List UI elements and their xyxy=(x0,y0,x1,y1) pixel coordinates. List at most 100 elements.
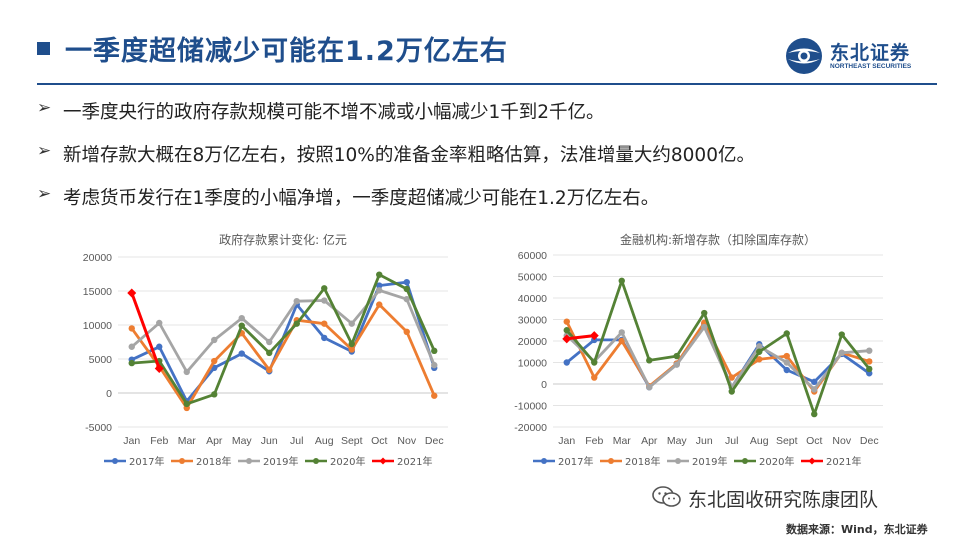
y-tick-label: 10000 xyxy=(83,320,112,332)
y-tick-label: -5000 xyxy=(85,422,112,434)
series-marker xyxy=(673,361,680,368)
y-tick-label: 10000 xyxy=(518,358,547,370)
legend-label: 2020年 xyxy=(759,455,794,468)
government-deposit-chart-svg: 政府存款累计变化: 亿元 -5000 0 5000 10000 15000 20000 Jan… xyxy=(83,232,448,468)
x-tick-label: Sept xyxy=(341,435,363,447)
y-tick-label: 40000 xyxy=(518,293,547,305)
series-marker xyxy=(728,388,735,395)
series-marker xyxy=(128,359,135,367)
y-tick-label: 0 xyxy=(106,388,112,400)
series-marker xyxy=(127,288,137,298)
series-marker xyxy=(618,337,625,345)
x-tick-label: Jul xyxy=(290,435,303,447)
legend-label: 2018年 xyxy=(625,455,660,468)
series-marker xyxy=(591,359,598,366)
series-marker xyxy=(321,320,328,327)
series-marker xyxy=(156,319,163,327)
series-marker xyxy=(838,331,845,338)
series-marker xyxy=(431,347,438,355)
series-marker xyxy=(701,323,708,331)
series-marker xyxy=(563,359,570,366)
series-line xyxy=(565,279,871,416)
arrow-bullet-icon: ➢ xyxy=(37,184,52,204)
legend-label: 2021年 xyxy=(826,455,861,468)
legend-marker xyxy=(246,458,252,464)
x-tick-label: May xyxy=(667,435,688,447)
y-tick-label: 15000 xyxy=(83,286,112,298)
legend-label: 2019年 xyxy=(692,455,727,468)
watermark-text: 东北固收研究陈康团队 xyxy=(688,489,879,511)
bullet-item: ➢ 考虑货币发行在1季度的小幅净增，一季度超储减少可能在1.2万亿左右。 xyxy=(37,184,937,227)
series-marker xyxy=(266,366,273,374)
bullet-item: ➢ 新增存款大概在8万亿左右，按照10%的准备金率粗略估算，法准增量大约8000… xyxy=(37,141,937,184)
arrow-bullet-icon: ➢ xyxy=(37,98,52,118)
bullet-text: 考虑货币发行在1季度的小幅净增，一季度超储减少可能在1.2万亿左右。 xyxy=(63,188,660,209)
chart-title: 金融机构:新增存款（扣除国库存款） xyxy=(620,232,816,247)
series-marker xyxy=(376,301,383,308)
x-tick-label: Aug xyxy=(750,435,769,447)
series-marker xyxy=(866,358,873,365)
y-tick-label: 50000 xyxy=(518,272,547,284)
legend-label: 2021年 xyxy=(397,455,432,468)
legend-marker xyxy=(808,457,816,465)
series-line xyxy=(130,288,436,374)
series-marker xyxy=(756,343,763,350)
x-tick-label: Jan xyxy=(558,435,575,447)
bullet-list: ➢ 一季度央行的政府存款规模可能不增不减或小幅减少1千到2千亿。 ➢ 新增存款大… xyxy=(37,98,937,227)
series-marker xyxy=(266,338,273,346)
series-marker xyxy=(321,297,328,304)
wechat-icon xyxy=(652,486,681,507)
series-marker xyxy=(321,334,328,342)
company-logo: 东北证券 NORTHEAST SECURITIES xyxy=(783,36,943,76)
x-tick-label: May xyxy=(232,435,253,447)
y-tick-label: 30000 xyxy=(518,315,547,327)
series-marker xyxy=(728,374,735,381)
series-marker xyxy=(838,349,845,357)
x-tick-label: Sept xyxy=(776,435,798,447)
x-tick-label: Jun xyxy=(261,435,278,447)
series-marker xyxy=(431,392,438,399)
arrow-bullet-icon: ➢ xyxy=(37,141,52,161)
series-marker xyxy=(589,331,599,341)
series-line xyxy=(131,273,436,406)
series-marker xyxy=(562,334,572,344)
legend-marker xyxy=(608,458,614,464)
series-marker xyxy=(618,277,625,284)
legend-label: 2017年 xyxy=(129,455,164,468)
series-line xyxy=(130,303,436,410)
series-marker xyxy=(211,336,218,344)
government-deposit-chart: 政府存款累计变化: 亿元 -5000 0 5000 10000 15000 20000 Jan… xyxy=(83,228,463,478)
legend-marker xyxy=(541,458,547,464)
bullet-text: 一季度央行的政府存款规模可能不增不减或小幅减少1千到2千亿。 xyxy=(63,102,605,123)
series-marker xyxy=(183,368,190,376)
series-marker xyxy=(156,343,163,350)
series-marker xyxy=(591,374,598,381)
legend-marker xyxy=(112,458,118,464)
series-marker xyxy=(211,391,218,398)
page-title: 一季度超储减少可能在1.2万亿左右 xyxy=(65,36,508,67)
series-marker xyxy=(403,295,410,303)
x-tick-label: Jul xyxy=(725,435,738,447)
series-marker xyxy=(563,327,570,334)
x-tick-label: Apr xyxy=(641,435,658,447)
northeast-securities-logo-icon xyxy=(786,38,822,74)
x-tick-label: Oct xyxy=(806,435,822,447)
x-tick-label: Mar xyxy=(613,435,632,447)
series-line xyxy=(566,334,595,341)
series-marker xyxy=(866,365,873,373)
x-tick-label: Feb xyxy=(150,435,168,447)
series-marker xyxy=(238,315,245,322)
y-tick-label: 20000 xyxy=(83,252,112,264)
legend-marker xyxy=(379,457,387,465)
y-tick-label: 5000 xyxy=(89,354,113,366)
header: 一季度超储减少可能在1.2万亿左右 xyxy=(0,0,962,92)
series-marker xyxy=(646,384,653,391)
series-marker xyxy=(673,352,680,360)
series-marker xyxy=(348,340,355,348)
legend-marker xyxy=(179,458,185,464)
new-deposit-chart-svg: 金融机构:新增存款（扣除国库存款） -20000 -10000 0 10000 20000… xyxy=(514,232,883,468)
y-tick-label: -20000 xyxy=(514,422,547,434)
series-marker xyxy=(321,285,328,292)
legend-label: 2018年 xyxy=(196,455,231,468)
series-marker xyxy=(154,364,164,374)
